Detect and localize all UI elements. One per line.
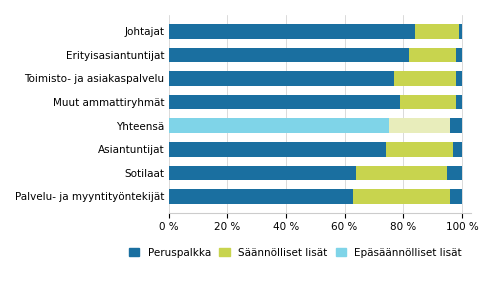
- Bar: [168, 48, 409, 62]
- Bar: [168, 142, 385, 156]
- Bar: [168, 24, 415, 39]
- Bar: [388, 118, 450, 133]
- Bar: [453, 142, 462, 156]
- Bar: [450, 189, 462, 204]
- Bar: [415, 24, 459, 39]
- Bar: [409, 48, 456, 62]
- Bar: [394, 71, 456, 86]
- Bar: [450, 118, 462, 133]
- Bar: [385, 142, 453, 156]
- Bar: [168, 189, 354, 204]
- Bar: [400, 95, 456, 109]
- Bar: [456, 95, 462, 109]
- Bar: [168, 165, 356, 180]
- Bar: [459, 24, 462, 39]
- Bar: [356, 165, 447, 180]
- Legend: Peruspalkka, Säännölliset lisät, Epäsäännölliset lisät: Peruspalkka, Säännölliset lisät, Epäsään…: [129, 248, 462, 258]
- Bar: [354, 189, 450, 204]
- Bar: [168, 71, 394, 86]
- Bar: [168, 95, 400, 109]
- Bar: [456, 71, 462, 86]
- Bar: [456, 48, 462, 62]
- Bar: [447, 165, 462, 180]
- Bar: [168, 118, 388, 133]
